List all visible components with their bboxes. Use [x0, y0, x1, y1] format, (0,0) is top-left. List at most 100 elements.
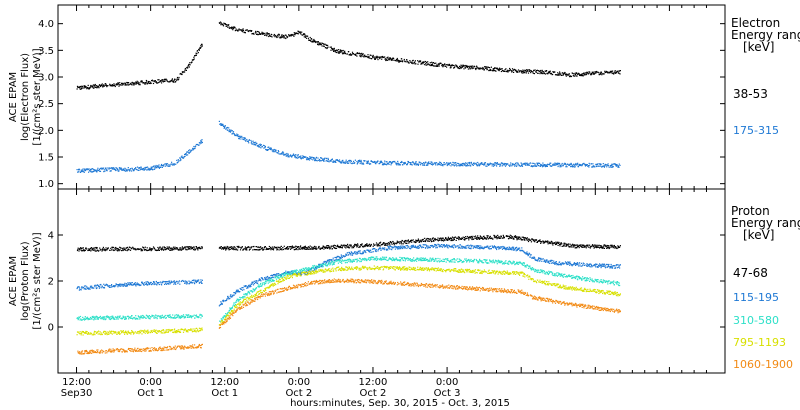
data-point — [151, 314, 153, 316]
data-point — [103, 171, 105, 173]
data-point — [371, 55, 374, 57]
data-point — [158, 166, 160, 168]
data-point — [474, 246, 476, 248]
data-point — [273, 35, 275, 37]
data-point — [617, 70, 619, 72]
data-point — [337, 259, 339, 261]
data-point — [453, 238, 455, 240]
data-point — [453, 165, 455, 167]
data-point — [319, 159, 321, 162]
data-point — [176, 159, 178, 161]
data-point — [100, 167, 102, 169]
data-point — [289, 246, 291, 248]
data-point — [318, 266, 321, 268]
data-point — [135, 283, 137, 285]
data-point — [268, 146, 270, 148]
data-point — [468, 236, 471, 238]
data-point — [260, 144, 262, 146]
data-point — [517, 162, 519, 164]
data-point — [512, 248, 514, 250]
data-point — [361, 52, 363, 54]
data-point — [397, 59, 399, 61]
data-point — [258, 33, 260, 35]
data-point — [459, 164, 461, 166]
data-point — [158, 281, 160, 284]
data-point — [437, 164, 439, 166]
data-point — [106, 284, 108, 286]
data-point — [341, 244, 343, 246]
data-point — [575, 162, 577, 165]
data-point — [507, 248, 509, 250]
data-point — [580, 164, 582, 166]
data-point — [476, 165, 478, 167]
data-point — [562, 74, 564, 76]
data-point — [321, 159, 323, 161]
data-point — [603, 263, 605, 265]
data-point — [119, 283, 121, 285]
data-point — [431, 164, 434, 166]
data-point — [563, 244, 565, 246]
data-point — [495, 70, 497, 72]
data-point — [585, 163, 587, 166]
data-point — [109, 167, 112, 169]
data-point — [495, 236, 497, 238]
data-point — [617, 264, 619, 266]
data-point — [350, 254, 352, 256]
data-point — [414, 241, 416, 244]
data-point — [379, 247, 381, 249]
data-point — [147, 81, 149, 83]
data-point — [127, 167, 129, 169]
data-point — [530, 70, 532, 72]
data-point — [385, 59, 387, 61]
data-point — [319, 264, 321, 266]
data-point — [235, 249, 237, 251]
data-point — [145, 81, 147, 84]
data-point — [129, 284, 131, 286]
data-point — [419, 161, 421, 164]
data-point — [570, 246, 572, 248]
data-point — [263, 248, 265, 250]
data-point — [171, 316, 173, 318]
data-point — [414, 164, 416, 166]
data-point — [160, 166, 162, 168]
data-point — [589, 246, 591, 248]
data-point — [106, 248, 108, 250]
data-point — [357, 53, 359, 55]
data-point — [372, 161, 374, 163]
data-point — [417, 245, 419, 247]
data-point — [233, 292, 235, 294]
data-point — [593, 245, 595, 248]
data-point — [424, 240, 427, 243]
data-point — [510, 162, 512, 164]
data-point — [228, 26, 230, 28]
data-point — [309, 36, 311, 39]
data-point — [524, 162, 527, 164]
data-point — [177, 315, 179, 317]
data-point — [234, 292, 236, 294]
data-point — [150, 82, 152, 84]
data-point — [298, 30, 300, 33]
data-point — [447, 162, 449, 164]
data-point — [396, 246, 398, 248]
data-point — [130, 316, 132, 318]
data-point — [93, 87, 95, 89]
data-point — [590, 163, 593, 165]
data-point — [237, 289, 239, 291]
data-point — [387, 59, 389, 61]
data-point — [505, 163, 507, 165]
data-point — [160, 164, 162, 166]
data-point — [348, 252, 351, 254]
data-point — [294, 246, 296, 248]
data-point — [532, 72, 534, 74]
data-point — [254, 32, 256, 34]
data-point — [529, 69, 531, 71]
data-point — [374, 57, 376, 60]
data-point — [523, 237, 525, 239]
data-point — [423, 163, 425, 165]
data-point — [94, 83, 96, 86]
data-point — [124, 84, 126, 86]
data-point — [275, 247, 277, 249]
data-point — [253, 33, 255, 35]
data-point — [141, 317, 143, 319]
data-point — [168, 165, 170, 167]
